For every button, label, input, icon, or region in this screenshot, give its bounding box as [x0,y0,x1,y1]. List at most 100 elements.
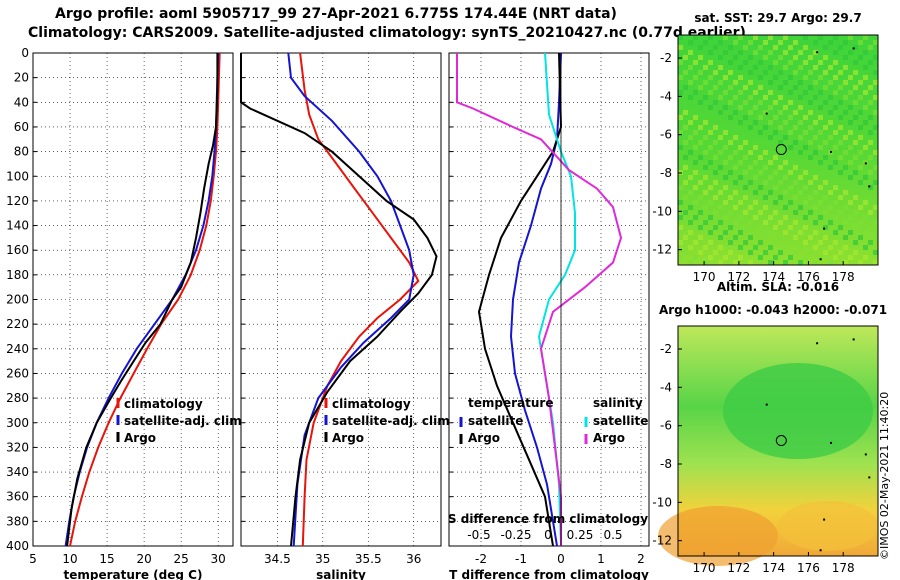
map-cell [753,200,758,205]
map-cell [838,45,843,50]
map-cell [818,215,823,220]
depth-tick-label: 120 [6,194,29,208]
map-cell [848,215,853,220]
map-cell [718,235,723,240]
map-y-tick-label: -4 [660,89,672,103]
map-cell [823,180,828,185]
map-cell [803,185,808,190]
map-y-tick-label: -4 [660,380,672,394]
map-cell [778,95,783,100]
map-cell [843,55,848,60]
map-cell [723,35,728,40]
map-cell [843,65,848,70]
map-cell [753,120,758,125]
series-line-climatology [299,52,420,547]
map-cell [873,125,878,130]
map-cell [683,125,688,130]
map-cell [828,245,833,250]
map-y-tick-label: -12 [652,243,672,257]
map-cell [678,35,683,40]
map-y-tick-label: -2 [660,342,672,356]
map-cell [813,40,818,45]
depth-tick-label: 0 [21,46,29,60]
map-title: Altim. SLA: -0.016 [717,280,839,294]
map-cell [853,210,858,215]
map-cell [803,240,808,245]
map-cell [838,170,843,175]
map-cell [793,180,798,185]
map-cell [778,40,783,45]
map-cell [838,115,843,120]
map-cell [863,245,868,250]
depth-tick-label: 200 [6,293,29,307]
map-cell [868,85,873,90]
map-y-tick-label: -2 [660,51,672,65]
map-cell [828,190,833,195]
map-cell [788,130,793,135]
map-cell [843,95,848,100]
map-cell [848,105,853,110]
map-cell [823,100,828,105]
map-cell [858,220,863,225]
depth-tick-label: 320 [6,440,29,454]
map-cell [693,170,698,175]
map-cell [798,80,803,85]
map-y-tick-label: -8 [660,457,672,471]
x2-tick-label: -0.25 [500,528,531,542]
map-cell [808,110,813,115]
x-tick-label: 30 [211,552,226,566]
map-cell [863,200,868,205]
map-cell [683,55,688,60]
map-cell [838,70,843,75]
map-cell [753,175,758,180]
map-cell [818,200,823,205]
map-cell [863,230,868,235]
map-cell [688,260,693,265]
map-cell [838,210,843,215]
map-cell [683,195,688,200]
map-cell [763,250,768,255]
map-cell [848,160,853,165]
map-cell [728,240,733,245]
map-cell [768,105,773,110]
map-cell [743,240,748,245]
map-cell [823,225,828,230]
depth-tick-label: 160 [6,243,29,257]
map-cell [743,115,748,120]
x-tick-label: -2 [475,552,487,566]
map-cell [813,230,818,235]
map-cell [868,130,873,135]
map-cell [773,255,778,260]
map-cell [763,220,768,225]
map-cell [748,125,753,130]
map-cell [803,255,808,260]
map-cell [708,160,713,165]
map-cell [873,70,878,75]
map-cell [728,225,733,230]
map-cell [768,120,773,125]
map-cell [843,135,848,140]
map-cell [708,200,713,205]
map-cell [768,260,773,265]
map-cell [858,55,863,60]
map-cell [758,130,763,135]
map-cell [763,205,768,210]
map-cell [853,225,858,230]
map-cell [718,55,723,60]
map-cell [723,50,728,55]
x-tick-label: 34.5 [264,552,291,566]
map-cell [698,140,703,145]
x-tick-label: 35 [315,552,330,566]
map-cell [753,50,758,55]
map-cell [808,140,813,145]
map-cell [768,50,773,55]
map-cell [793,110,798,115]
map-cell [743,155,748,160]
map-cell [803,45,808,50]
map-cell [693,90,698,95]
map-cell [723,230,728,235]
plot-title-line2: Climatology: CARS2009. Satellite-adjuste… [28,25,746,41]
map-cell [703,65,708,70]
map-cell [723,185,728,190]
map-cell [728,60,733,65]
